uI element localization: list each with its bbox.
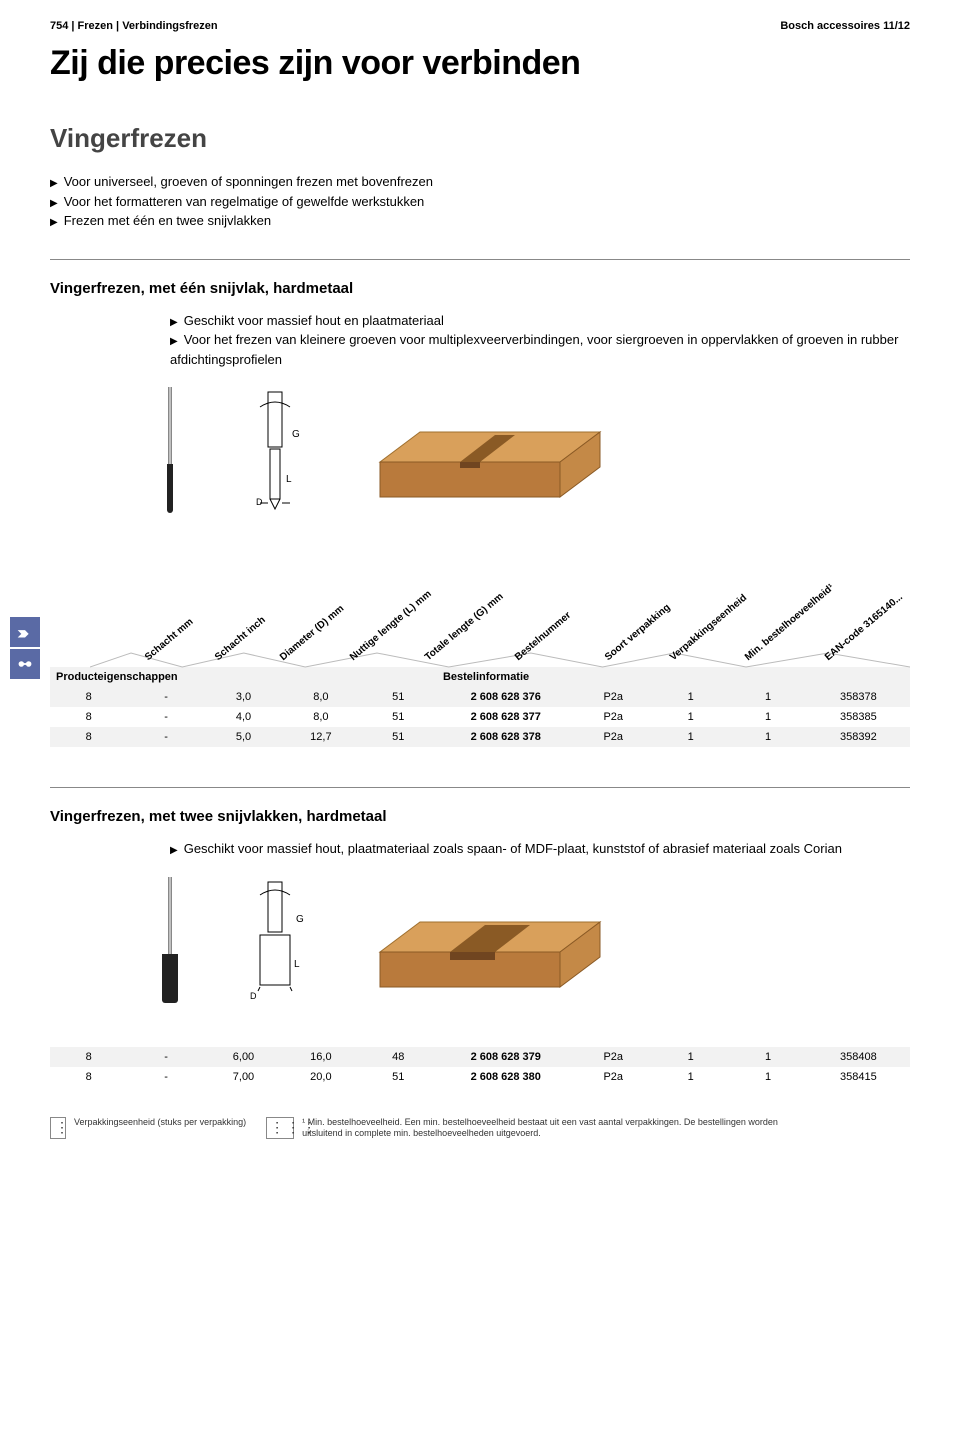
table-row: 8-3,08,0512 608 628 376P2a11358378 (50, 687, 910, 707)
table-row: 8-4,08,0512 608 628 377P2a11358385 (50, 707, 910, 727)
svg-text:L: L (286, 474, 292, 485)
section-bullets: Voor universeel, groeven of sponningen f… (50, 172, 910, 231)
rotated-column-headers: Schacht mmSchacht inchDiameter (D) mmNut… (90, 557, 910, 667)
footer-right-label: ¹ Min. bestelhoeveelheid. Een min. beste… (302, 1117, 802, 1140)
svg-text:D: D (256, 497, 263, 507)
packaging-unit-icon (50, 1117, 66, 1139)
sub-bullets-2: Geschikt voor massief hout, plaatmateria… (170, 839, 910, 859)
page-title: Zij die precies zijn voor verbinden (50, 44, 910, 83)
divider (50, 787, 910, 788)
footer-left-label: Verpakkingseenheid (stuks per verpakking… (74, 1117, 246, 1129)
subsection-title-2: Vingerfrezen, met twee snijvlakken, hard… (50, 808, 910, 825)
subsection-title: Vingerfrezen, met één snijvlak, hardmeta… (50, 280, 910, 297)
product-table-2: 8-6,0016,0482 608 628 379P2a113584088-7,… (50, 1047, 910, 1087)
header-right: Bosch accessoires 11/12 (780, 20, 910, 32)
category-icons (10, 617, 40, 681)
router-bit-icon (150, 387, 190, 527)
group-header: Bestelinformatie (437, 667, 910, 687)
table-row: 8-5,012,7512 608 628 378P2a11358392 (50, 727, 910, 747)
router-bit-category-icon (10, 617, 40, 647)
illustration-row-2: G L D (150, 877, 910, 1017)
product-table-1: Producteigenschappen Bestelinformatie 8-… (50, 667, 910, 747)
section-title: Vingerfrezen (50, 123, 910, 154)
table-row: 8-6,0016,0482 608 628 379P2a11358408 (50, 1047, 910, 1067)
schematic-diagram-icon: G L D (230, 877, 320, 1017)
sub-bullets-1: Geschikt voor massief hout en plaatmater… (170, 311, 910, 370)
wood-sample-icon (360, 402, 620, 512)
table-row: 8-7,0020,0512 608 628 380P2a11358415 (50, 1067, 910, 1087)
svg-text:L: L (294, 959, 300, 970)
group-header: Producteigenschappen (50, 667, 437, 687)
bullet: Geschikt voor massief hout en plaatmater… (170, 311, 910, 331)
svg-text:D: D (250, 991, 257, 1001)
bullet: Voor het frezen van kleinere groeven voo… (170, 330, 910, 369)
bullet: Voor het formatteren van regelmatige of … (50, 192, 910, 212)
bullet: Geschikt voor massief hout, plaatmateria… (170, 839, 910, 859)
table-1-wrap: Schacht mmSchacht inchDiameter (D) mmNut… (50, 557, 910, 747)
illustration-row-1: G L D (150, 387, 910, 527)
router-bit-category-icon (10, 649, 40, 679)
bullet: Voor universeel, groeven of sponningen f… (50, 172, 910, 192)
page-footer: Verpakkingseenheid (stuks per verpakking… (50, 1117, 910, 1140)
bullet: Frezen met één en twee snijvlakken (50, 211, 910, 231)
wood-sample-icon (360, 892, 620, 1002)
svg-text:G: G (292, 429, 300, 440)
min-order-icon (266, 1117, 294, 1139)
header-left: 754 | Frezen | Verbindingsfrezen (50, 20, 218, 32)
divider (50, 259, 910, 260)
svg-text:G: G (296, 914, 304, 925)
schematic-diagram-icon: G L D (230, 387, 320, 527)
router-bit-icon (150, 877, 190, 1017)
